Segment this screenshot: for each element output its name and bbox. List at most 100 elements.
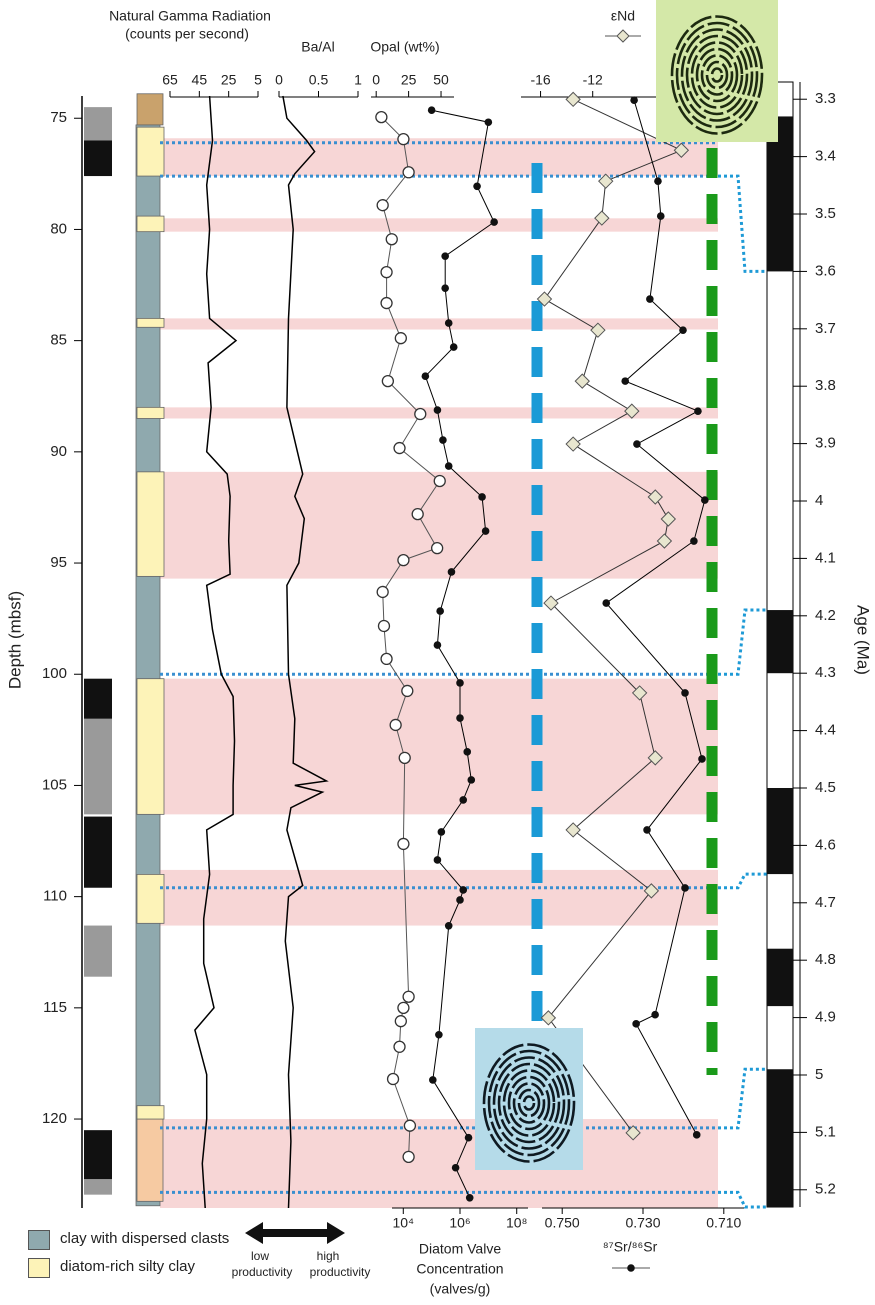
productivity-band: [160, 870, 718, 926]
data-point: [633, 440, 641, 448]
data-point: [445, 922, 453, 930]
y2-tick-label: 4: [815, 492, 823, 509]
productivity-band: [160, 218, 718, 231]
y-tick-label: 105: [42, 776, 67, 793]
chron-reversed: [767, 1069, 793, 1207]
chron-reversed: [767, 610, 793, 673]
opal-point: [403, 1151, 414, 1162]
tie-connector: [718, 176, 767, 271]
profile-line: [195, 96, 236, 1208]
gamma-subtitle: (counts per second): [125, 26, 249, 42]
opal-point: [398, 838, 409, 849]
y2-axis-label: Age (Ma): [854, 605, 873, 675]
data-point: [441, 252, 449, 260]
legend-item: diatom-rich silty clay: [28, 1258, 258, 1278]
arrow-high-word: productivity: [310, 1265, 371, 1279]
opal-point: [394, 443, 405, 454]
clast-gray: [84, 719, 112, 815]
chron-reversed: [767, 788, 793, 874]
clast-gray: [84, 926, 112, 977]
data-point: [445, 462, 453, 470]
x-tick-label: 0.750: [545, 1215, 580, 1231]
opal-point: [395, 1016, 406, 1027]
legend-label: diatom-rich silty clay: [60, 1258, 230, 1275]
y2-tick-label: 4.5: [815, 779, 836, 796]
opal-point: [432, 543, 443, 554]
end-title: εNd: [611, 8, 635, 24]
x-tick-label: 0: [372, 72, 380, 88]
opal-point: [434, 475, 445, 486]
clast-black: [84, 817, 112, 888]
data-point: [643, 826, 651, 834]
opal-point: [399, 752, 410, 763]
end-point: [566, 437, 580, 451]
y-tick-label: 75: [50, 109, 67, 126]
x-tick-label: 45: [192, 72, 208, 88]
data-point: [434, 641, 442, 649]
diatom-unit: [137, 1106, 164, 1119]
data-point: [478, 493, 486, 501]
data-point: [441, 284, 449, 292]
y-tick-label: 80: [50, 220, 67, 237]
x-tick-label: 0.5: [309, 72, 329, 88]
data-point: [452, 1164, 460, 1172]
opal-point: [376, 112, 387, 123]
data-point: [445, 319, 453, 327]
data-point: [438, 828, 446, 836]
y2-tick-label: 4.9: [815, 1009, 836, 1026]
page: 7580859095100105110115120Depth (mbsf)3.3…: [0, 0, 875, 1305]
opal-point: [388, 1074, 399, 1085]
diatom-title: Concentration: [416, 1261, 503, 1277]
legend-item: clay with dispersed clasts: [28, 1230, 258, 1250]
clast-black: [84, 1130, 112, 1179]
opal-point: [386, 234, 397, 245]
y-tick-label: 90: [50, 443, 67, 460]
data-point: [602, 599, 610, 607]
y2-tick-label: 3.7: [815, 320, 836, 337]
data-point: [459, 886, 467, 894]
opal-point: [398, 1002, 409, 1013]
profile-line: [545, 99, 682, 1133]
data-point: [490, 218, 498, 226]
y2-tick-label: 4.2: [815, 607, 836, 624]
productivity-band: [160, 318, 718, 329]
data-point: [463, 748, 471, 756]
tie-connector: [718, 1069, 767, 1128]
y2-tick-label: 4.6: [815, 836, 836, 853]
productivity-band: [160, 472, 718, 579]
data-point: [450, 343, 458, 351]
data-point: [651, 1011, 659, 1019]
profile-line: [283, 96, 327, 1208]
x-tick-label: 10⁴: [392, 1215, 414, 1231]
data-point: [434, 856, 442, 864]
opal-point: [382, 376, 393, 387]
data-point: [456, 679, 464, 687]
data-point: [679, 326, 687, 334]
clast-gray: [84, 1179, 112, 1195]
data-point: [698, 755, 706, 763]
sr-key: [627, 1264, 635, 1272]
data-point: [448, 568, 456, 576]
data-point: [473, 182, 481, 190]
data-point: [456, 896, 464, 904]
end-point: [541, 1011, 555, 1025]
legend-label: clay with dispersed clasts: [60, 1230, 230, 1247]
tie-connector: [718, 874, 767, 888]
x-tick-label: 65: [162, 72, 178, 88]
opal-point: [394, 1041, 405, 1052]
data-point: [482, 527, 490, 535]
legend: clay with dispersed clasts diatom-rich si…: [28, 1230, 258, 1286]
opal-point: [390, 719, 401, 730]
diatom-unit: [137, 318, 164, 327]
opal-point: [402, 685, 413, 696]
data-point: [681, 884, 689, 892]
y2-tick-label: 3.9: [815, 435, 836, 452]
opal-point: [378, 620, 389, 631]
end-point: [575, 374, 589, 388]
data-point: [467, 776, 475, 784]
y2-tick-label: 5: [815, 1066, 823, 1083]
x-tick-label: 5: [254, 72, 262, 88]
opal-point: [415, 409, 426, 420]
y2-tick-label: 3.5: [815, 205, 836, 222]
x-tick-label: 0: [275, 72, 283, 88]
